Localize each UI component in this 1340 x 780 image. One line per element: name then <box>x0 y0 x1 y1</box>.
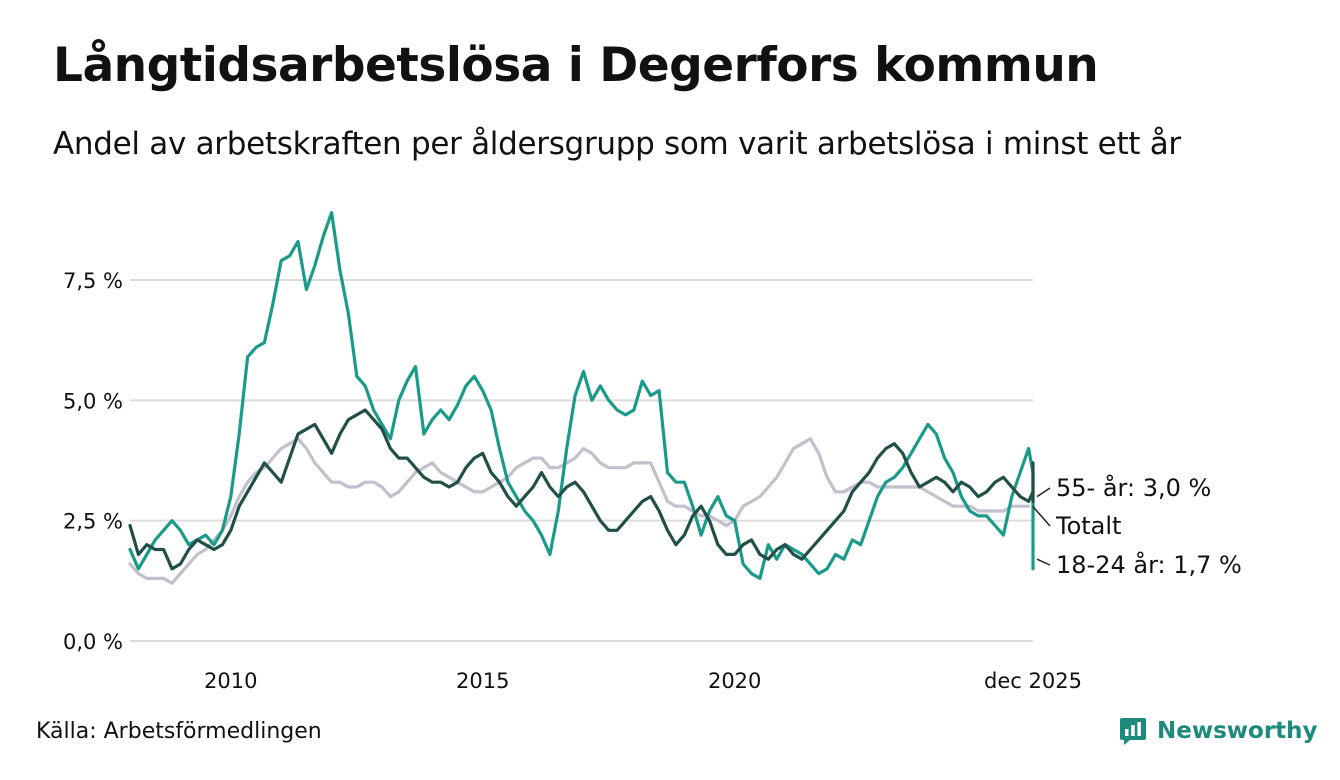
x-tick-label: 2010 <box>204 669 257 693</box>
source-note: Källa: Arbetsförmedlingen <box>36 719 322 744</box>
series-line-18-24-r <box>128 211 1035 580</box>
y-tick-label: 7,5 % <box>63 269 123 293</box>
y-tick-label: 5,0 % <box>63 389 123 413</box>
x-tick-label: 2015 <box>456 669 509 693</box>
newsworthy-logo-icon <box>1120 718 1146 745</box>
chart-subtitle: Andel av arbetskraften per åldersgrupp s… <box>53 126 1181 162</box>
end-label: 55- år: 3,0 % <box>1056 473 1211 502</box>
series-layer <box>128 211 1035 585</box>
end-label: 18-24 år: 1,7 % <box>1056 550 1242 579</box>
series-line-55-r <box>128 408 1035 571</box>
end-label: Totalt <box>1055 512 1121 540</box>
series-line-totalt <box>128 437 1031 585</box>
x-tick-label: dec 2025 <box>984 669 1082 693</box>
end-label-leader <box>1036 558 1051 566</box>
brand-name: Newsworthy <box>1157 718 1318 744</box>
grid-layer <box>130 279 1033 642</box>
y-tick-label: 2,5 % <box>63 510 123 534</box>
chart-title: Långtidsarbetslösa i Degerfors kommun <box>53 38 1099 93</box>
end-label-leader <box>1032 505 1051 527</box>
end-label-layer: Totalt 18-24 år: 1,7 % 55- år: 3,0 % <box>1032 473 1242 579</box>
end-label-leader <box>1036 487 1051 498</box>
newsworthy-brand[interactable]: Newsworthy <box>1118 714 1318 748</box>
axis-layer: 0,0 % 2,5 % 5,0 % 7,5 % 2010 2015 2020 dec 2025 <box>63 269 1082 693</box>
x-tick-label: 2020 <box>708 669 761 693</box>
y-tick-label: 0,0 % <box>63 630 123 654</box>
